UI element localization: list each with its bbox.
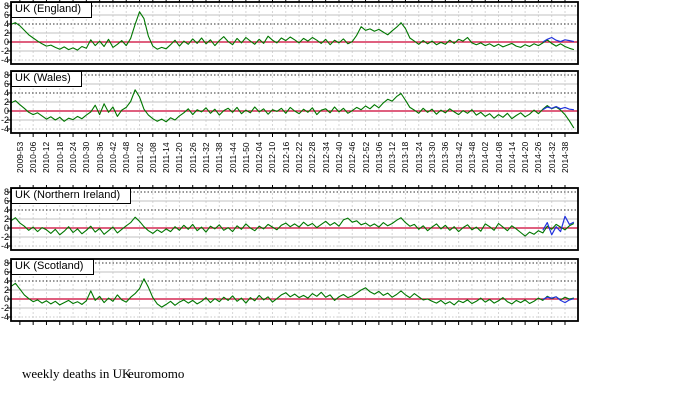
x-tick-label: 2013-06: [373, 141, 384, 173]
y-tick-label: -2: [0, 46, 9, 56]
series-recent-wales: [542, 105, 574, 111]
x-tick-label: 2011-26: [187, 142, 198, 173]
y-tick-label: -4: [0, 312, 9, 322]
y-tick-label: 4: [3, 276, 9, 286]
y-tick-label: 2: [3, 285, 9, 295]
x-tick-label: 2014-20: [520, 141, 531, 173]
y-tick-label: 4: [3, 19, 9, 29]
y-tick-label: -4: [0, 124, 9, 134]
x-tick-label: 2012-52: [360, 141, 371, 173]
y-tick-label: 6: [3, 10, 9, 20]
series-recent-england: [542, 36, 574, 43]
y-tick-label: 6: [3, 267, 9, 277]
x-tick-label: 2011-44: [227, 142, 238, 173]
x-tick-label: 2009-53: [14, 141, 25, 173]
x-tick-label: 2010-18: [54, 141, 65, 173]
x-tick-label: 2012-28: [307, 141, 318, 173]
x-tick-label: 2013-18: [400, 141, 411, 173]
x-tick-label: 2012-22: [294, 141, 305, 173]
x-tick-label: 2013-48: [466, 141, 477, 173]
x-tick-label: 2013-42: [453, 141, 464, 173]
series-england: [10, 11, 575, 51]
y-tick-label: 2: [3, 214, 9, 224]
y-tick-label: 2: [3, 97, 9, 107]
x-tick-label: 2013-36: [440, 141, 451, 173]
y-tick-label: 6: [3, 196, 9, 206]
x-tick-label: 2014-08: [493, 141, 504, 173]
panel-title-scotland: UK (Scotland): [11, 259, 95, 275]
x-tick-label: 2013-12: [387, 141, 398, 173]
y-tick-label: -4: [0, 241, 9, 251]
y-tick-label: 8: [3, 1, 9, 11]
y-tick-label: 0: [3, 106, 9, 116]
x-tick-label: 2011-02: [134, 142, 145, 173]
x-tick-label: 2012-10: [267, 141, 278, 173]
panel-title-wales: UK (Wales): [11, 71, 82, 87]
x-tick-label: 2014-32: [546, 141, 557, 173]
y-tick-label: -2: [0, 303, 9, 313]
x-tick-label: 2012-04: [254, 141, 265, 173]
x-tick-label: 2010-48: [121, 141, 132, 173]
x-tick-label: 2010-36: [94, 141, 105, 173]
x-tick-label: 2012-34: [320, 141, 331, 173]
x-tick-label: 2013-30: [427, 141, 438, 173]
y-tick-label: 8: [3, 258, 9, 268]
x-tick-label: 2014-38: [560, 141, 570, 173]
y-tick-label: 0: [3, 223, 9, 233]
x-tick-label: 2012-46: [347, 141, 358, 173]
x-tick-label: 2013-24: [413, 141, 424, 173]
x-tick-label: 2010-24: [68, 141, 79, 173]
x-tick-label: 2011-50: [240, 142, 251, 173]
series-recent-scotland: [542, 296, 575, 304]
series-scotland: [10, 278, 574, 308]
x-tick-label: 2011-38: [214, 142, 225, 173]
panel-title-england: UK (England): [11, 2, 93, 18]
x-tick-label: 2010-42: [107, 141, 118, 173]
y-tick-label: 4: [3, 88, 9, 98]
panel-title-northern-ireland: UK (Northern Ireland): [11, 188, 132, 204]
footer-brand: euromomo: [128, 366, 185, 381]
x-tick-label: 2014-14: [506, 141, 517, 173]
y-tick-label: 0: [3, 37, 9, 47]
x-tick-label: 2011-20: [174, 142, 185, 173]
x-tick-label: 2014-26: [533, 141, 544, 173]
x-tick-label: 2011-08: [147, 142, 158, 173]
series-recent-northern-ireland: [542, 215, 575, 236]
footer-caption: weekly deaths in UK: [22, 366, 132, 381]
x-tick-label: 2010-30: [81, 141, 92, 173]
series-wales: [10, 89, 575, 129]
x-tick-label: 2014-02: [480, 141, 491, 173]
y-tick-label: -2: [0, 115, 9, 125]
y-tick-label: 2: [3, 28, 9, 38]
x-tick-label: 2012-40: [333, 141, 344, 173]
y-tick-label: -4: [0, 55, 9, 65]
y-tick-label: 0: [3, 294, 9, 304]
x-tick-label: 2011-14: [161, 142, 172, 173]
x-tick-label: 2012-16: [280, 141, 291, 173]
y-tick-label: -2: [0, 232, 9, 242]
x-tick-label: 2010-12: [41, 141, 52, 173]
y-tick-label: 8: [3, 70, 9, 80]
y-tick-label: 8: [3, 187, 9, 197]
x-tick-label: 2010-06: [28, 141, 39, 173]
x-tick-label: 2011-32: [201, 142, 211, 173]
y-tick-label: 6: [3, 79, 9, 89]
y-tick-label: 4: [3, 205, 9, 215]
series-northern-ireland: [10, 216, 575, 237]
